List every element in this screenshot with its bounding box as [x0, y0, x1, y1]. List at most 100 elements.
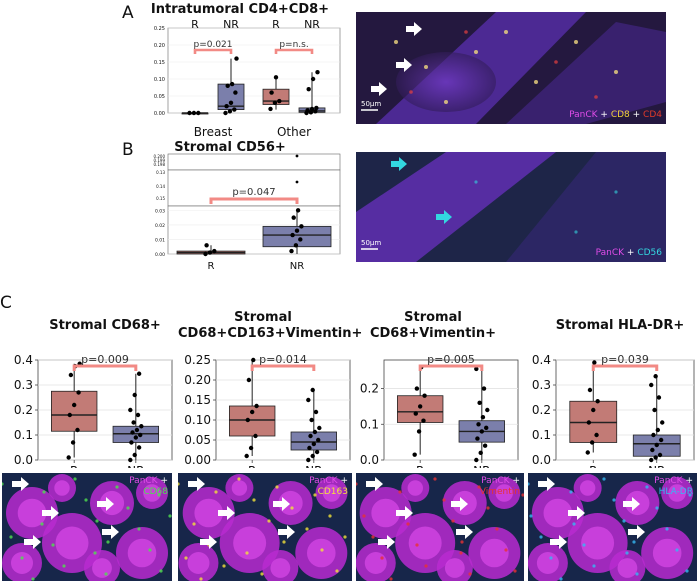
significance-bracket [250, 364, 316, 371]
box-nr-point [478, 450, 483, 456]
y-tick-label: 0.2 [14, 403, 33, 417]
marker-cell [406, 522, 410, 526]
box-breast-nr-point [227, 109, 233, 114]
significance-bracket [274, 48, 314, 54]
y-tick-label: 0.05 [184, 433, 211, 447]
box-nr-point [138, 432, 143, 438]
box-r-point [595, 399, 600, 404]
micrograph-c2: PanCK + CD163 [178, 473, 352, 581]
y-tick-label: 0.1 [14, 428, 33, 442]
box-nr-point [130, 430, 135, 435]
marker-cell [115, 485, 119, 489]
marker-cell [521, 493, 524, 497]
category-label: NR [223, 18, 239, 31]
y-tick-label: 0.00 [184, 453, 211, 467]
panel-letter-c: C [0, 293, 12, 313]
box-breast-nr-point [225, 83, 230, 89]
marker-cell [214, 490, 218, 494]
arrow-icon [623, 497, 640, 511]
marker-cell [192, 522, 196, 526]
p-value-label: p=0.009 [81, 353, 129, 366]
chart-title-c4: Stromal HLA-DR+ [555, 318, 685, 333]
box-r-point [249, 409, 255, 415]
marker-cell [569, 490, 573, 494]
legend-marker-text: CD4 [643, 110, 662, 120]
box-other-r-point [268, 106, 273, 112]
box-nr-point [654, 442, 659, 448]
micrograph-a-legend: PanCK + CD8 + CD4 [569, 110, 662, 121]
box-r-point [417, 404, 423, 409]
marker-cell [137, 527, 141, 531]
box-r-point [422, 393, 427, 398]
x-tick-label: R [589, 464, 597, 468]
legend-marker-text: CD8 [610, 110, 630, 120]
marker-cell [529, 514, 533, 518]
box-r-point [248, 445, 254, 451]
box-nr-point [136, 445, 142, 450]
marker-cell [389, 577, 393, 581]
box-nr-point [655, 427, 661, 433]
box-nr-point [291, 215, 296, 220]
box-nr-point [484, 425, 489, 431]
arrow-icon [628, 525, 645, 539]
marker-cell [328, 514, 332, 518]
marker-cell [40, 522, 44, 526]
micrograph-b-tissue [356, 152, 666, 262]
arrow-icon [451, 497, 468, 511]
box-breast-nr-box [217, 83, 245, 110]
y-tick-label: 0.4 [532, 353, 551, 367]
box-r-box [51, 390, 98, 432]
tumor-nest-core [407, 480, 423, 496]
y-tick-label: 0.0 [14, 453, 33, 467]
p-value-label: p=0.014 [259, 353, 307, 366]
box-r-point [416, 429, 422, 434]
marker-cell [305, 527, 309, 531]
marker-cell [635, 572, 639, 576]
box-nr-point [477, 400, 482, 406]
p-value-label: p=0.047 [232, 187, 275, 198]
box-breast-r-point [191, 110, 197, 116]
box-nr-point [295, 208, 301, 213]
box-r-point [587, 387, 593, 393]
legend-marker-text: PanCK [595, 248, 625, 258]
arrow-icon [396, 58, 412, 72]
tumor-nest-core [480, 538, 509, 568]
tumor-nest-core [543, 498, 573, 528]
tumor-nest-core [652, 538, 682, 568]
box-nr-point [309, 417, 314, 423]
chart-title-c1: Stromal CD68+ [49, 318, 161, 333]
tumor-nest-core [495, 484, 514, 502]
y-tick-label: 0.25 [154, 26, 165, 32]
box-r-point [591, 407, 596, 413]
box-r-point [253, 433, 258, 439]
marker-cell [362, 514, 366, 518]
box-nr-point [129, 440, 134, 445]
legend-marker-text: PanCK [129, 476, 158, 486]
legend-marker-text: PanCK [309, 476, 338, 486]
box-r-point [414, 386, 420, 391]
box-other-r-point [269, 90, 274, 95]
box-r-point [212, 248, 217, 254]
box-nr-point [474, 366, 479, 372]
marker-cell [260, 572, 264, 576]
marker-cell [31, 577, 35, 581]
marker-cell [282, 540, 286, 544]
tumor-nest-core [11, 552, 33, 574]
chart-a: 0.00 0.05 0.10 0.15 0.20 0.25 R NR R NR Breast Othe… [154, 18, 341, 139]
box-breast-nr-point [229, 81, 235, 87]
arrow-icon [568, 506, 585, 520]
marker-cell [267, 519, 271, 523]
x-tick-label: NR [473, 464, 490, 468]
box-r-point [203, 251, 208, 257]
box-breast-r-point [187, 110, 192, 116]
y-tick-label: 0.10 [184, 413, 211, 427]
arrow-icon [97, 497, 114, 511]
marker-cell [622, 519, 626, 523]
arrow-icon [371, 82, 387, 96]
box-nr-point [475, 436, 480, 441]
arrow-icon [436, 210, 452, 224]
panel-letter-a: A [122, 3, 134, 23]
x-tick-label: R [248, 464, 256, 468]
marker-cell [675, 548, 679, 552]
arrow-icon [406, 22, 422, 36]
